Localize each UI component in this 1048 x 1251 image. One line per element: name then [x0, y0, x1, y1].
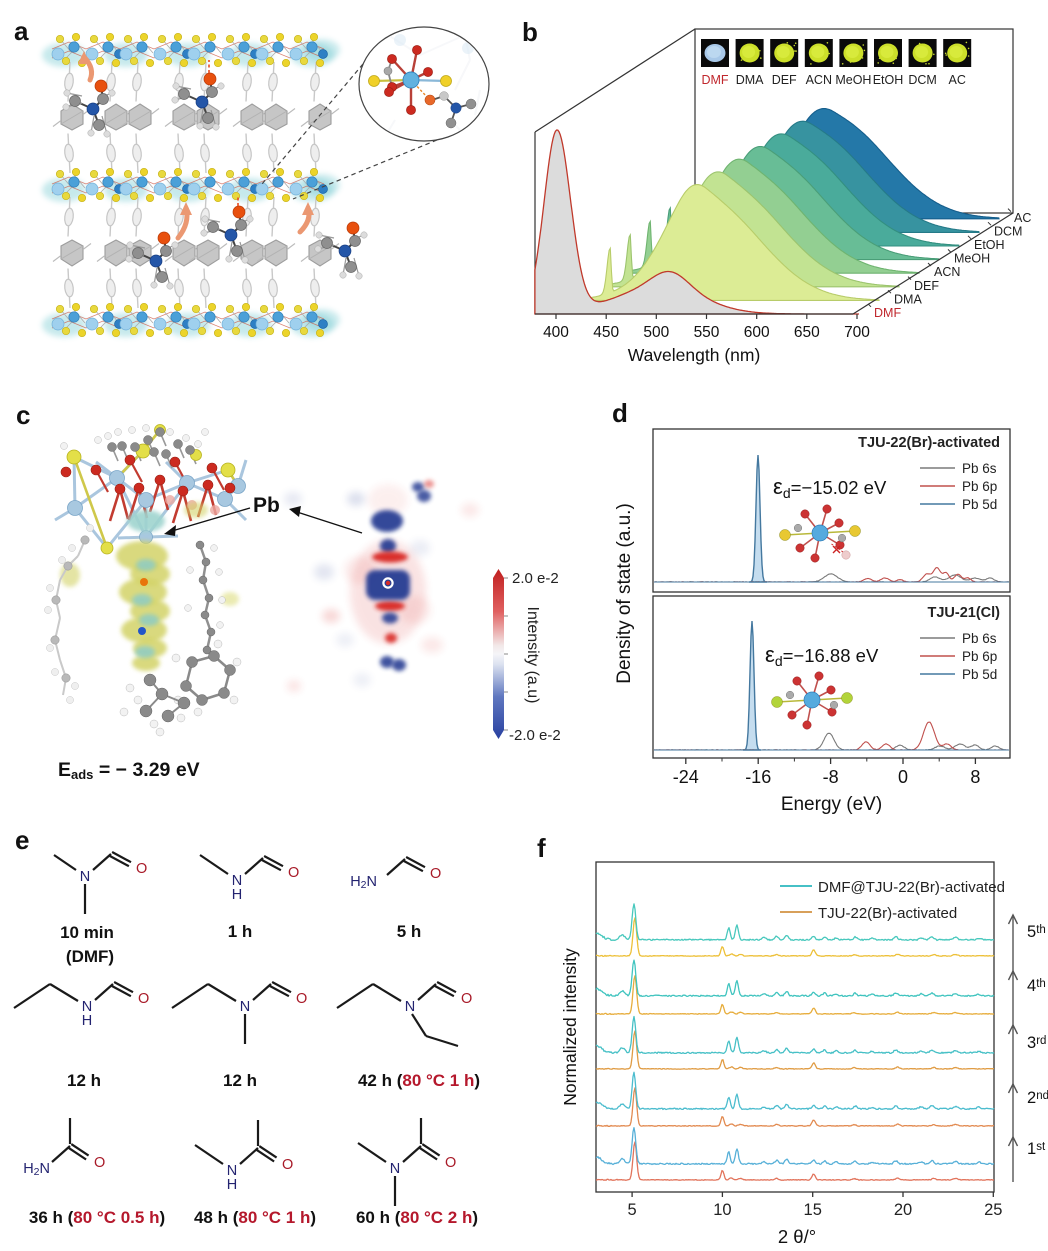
svg-text:2.0 e-2: 2.0 e-2	[512, 570, 559, 587]
svg-text:5th: 5th	[1027, 923, 1046, 941]
svg-text:20: 20	[894, 1201, 912, 1219]
svg-text:b: b	[522, 17, 538, 47]
svg-text:Energy (eV): Energy (eV)	[781, 794, 882, 815]
svg-text:O: O	[282, 1157, 293, 1173]
svg-text:Pb 6p: Pb 6p	[962, 479, 997, 494]
svg-text:Pb 6s: Pb 6s	[962, 461, 997, 476]
svg-text:N: N	[227, 1163, 237, 1179]
svg-text:ACN: ACN	[806, 73, 832, 87]
svg-text:1 h: 1 h	[228, 922, 253, 941]
svg-text:O: O	[430, 866, 441, 882]
svg-text:-16: -16	[745, 767, 771, 787]
svg-text:TJU-22(Br)-activated: TJU-22(Br)-activated	[858, 435, 1000, 451]
svg-text:8: 8	[970, 767, 980, 787]
svg-text:H2N: H2N	[350, 874, 377, 891]
svg-text:DCM: DCM	[994, 224, 1022, 238]
svg-text:O: O	[136, 861, 147, 877]
svg-text:-24: -24	[673, 767, 699, 787]
svg-text:c: c	[16, 400, 30, 430]
svg-text:12 h: 12 h	[223, 1071, 257, 1090]
svg-text:2 θ/°: 2 θ/°	[778, 1226, 816, 1247]
svg-text:d: d	[612, 398, 628, 428]
svg-text:42 h (80 °C 1 h): 42 h (80 °C 1 h)	[358, 1071, 480, 1090]
svg-text:f: f	[537, 833, 546, 863]
svg-text:(DMF): (DMF)	[66, 947, 114, 966]
svg-text:DMA: DMA	[736, 73, 764, 87]
svg-text:N: N	[240, 999, 250, 1015]
svg-text:450: 450	[593, 324, 619, 341]
svg-text:Pb 6p: Pb 6p	[962, 649, 997, 664]
svg-text:Normalized intensity: Normalized intensity	[560, 948, 580, 1106]
svg-text:650: 650	[794, 324, 820, 341]
svg-text:5: 5	[628, 1201, 637, 1219]
svg-text:Pb 5d: Pb 5d	[962, 497, 997, 512]
svg-text:36 h (80 °C 0.5 h): 36 h (80 °C 0.5 h)	[29, 1208, 165, 1227]
svg-text:4th: 4th	[1027, 977, 1046, 995]
svg-text:DMF: DMF	[701, 73, 728, 87]
svg-text:O: O	[461, 991, 472, 1007]
svg-text:Pb 5d: Pb 5d	[962, 667, 997, 682]
svg-text:Intensity (a.u): Intensity (a.u)	[524, 607, 541, 704]
svg-text:N: N	[232, 873, 242, 889]
svg-text:DEF: DEF	[772, 73, 797, 87]
svg-text:-8: -8	[823, 767, 839, 787]
svg-text:25: 25	[984, 1201, 1002, 1219]
svg-text:AC: AC	[1014, 211, 1031, 225]
svg-text:H: H	[82, 1013, 92, 1029]
svg-text:10 min: 10 min	[60, 923, 114, 942]
svg-text:ACN: ACN	[934, 265, 960, 279]
svg-text:DCM: DCM	[908, 73, 936, 87]
svg-text:MeOH: MeOH	[835, 73, 871, 87]
svg-text:12 h: 12 h	[67, 1071, 101, 1090]
svg-text:TJU-21(Cl): TJU-21(Cl)	[927, 605, 1000, 621]
svg-text:N: N	[390, 1161, 400, 1177]
svg-text:Density of state (a.u.): Density of state (a.u.)	[614, 503, 635, 684]
svg-text:48 h (80 °C 1 h): 48 h (80 °C 1 h)	[194, 1208, 316, 1227]
svg-text:Eads = − 3.29 eV: Eads = − 3.29 eV	[58, 759, 200, 782]
svg-text:700: 700	[844, 324, 870, 341]
svg-text:N: N	[80, 869, 90, 885]
svg-text:AC: AC	[949, 73, 966, 87]
svg-text:N: N	[405, 999, 415, 1015]
svg-text:600: 600	[744, 324, 770, 341]
svg-text:3rd: 3rd	[1027, 1034, 1046, 1052]
svg-text:1st: 1st	[1027, 1140, 1046, 1158]
svg-text:DMF: DMF	[874, 306, 901, 320]
svg-text:O: O	[138, 991, 149, 1007]
svg-text:H: H	[232, 887, 242, 903]
svg-text:0: 0	[898, 767, 908, 787]
svg-text:Pb 6s: Pb 6s	[962, 631, 997, 646]
svg-text:15: 15	[804, 1201, 822, 1219]
svg-text:5 h: 5 h	[397, 922, 422, 941]
svg-text:a: a	[14, 16, 29, 46]
svg-text:-2.0 e-2: -2.0 e-2	[509, 727, 560, 744]
svg-text:H: H	[227, 1177, 237, 1193]
svg-text:O: O	[288, 865, 299, 881]
svg-text:Pb: Pb	[253, 494, 280, 517]
svg-text:O: O	[445, 1155, 456, 1171]
svg-text:550: 550	[694, 324, 720, 341]
svg-text:500: 500	[643, 324, 669, 341]
svg-text:DMF@TJU-22(Br)-activated: DMF@TJU-22(Br)-activated	[818, 879, 1005, 896]
svg-text:EtOH: EtOH	[873, 73, 904, 87]
svg-text:e: e	[15, 825, 29, 855]
svg-text:O: O	[94, 1155, 105, 1171]
svg-text:MeOH: MeOH	[954, 252, 990, 266]
svg-text:EtOH: EtOH	[974, 238, 1005, 252]
svg-text:H2N: H2N	[23, 1161, 50, 1178]
svg-text:400: 400	[543, 324, 569, 341]
svg-text:2nd: 2nd	[1027, 1089, 1048, 1107]
svg-text:εd=−15.02 eV: εd=−15.02 eV	[773, 474, 887, 501]
svg-text:DEF: DEF	[914, 279, 939, 293]
svg-text:N: N	[82, 999, 92, 1015]
svg-text:εd=−16.88 eV: εd=−16.88 eV	[765, 642, 879, 669]
svg-text:60 h (80 °C 2 h): 60 h (80 °C 2 h)	[356, 1208, 478, 1227]
svg-text:10: 10	[713, 1201, 731, 1219]
svg-text:Wavelength (nm): Wavelength (nm)	[628, 345, 761, 365]
svg-text:TJU-22(Br)-activated: TJU-22(Br)-activated	[818, 905, 957, 922]
svg-text:DMA: DMA	[894, 292, 922, 306]
svg-text:O: O	[296, 991, 307, 1007]
